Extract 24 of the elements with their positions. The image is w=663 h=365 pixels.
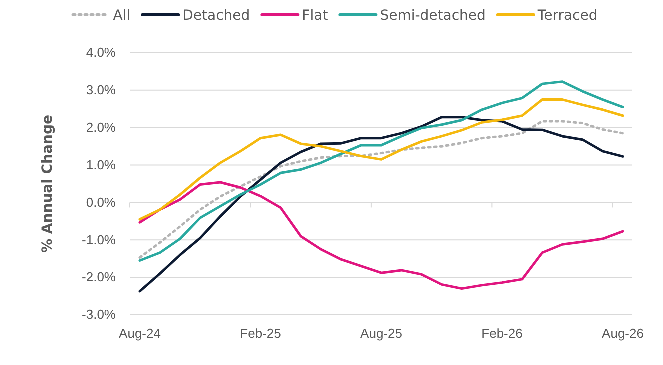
x-tick-label: Aug-25 [360, 326, 402, 342]
x-tick-label: Feb-25 [240, 326, 282, 342]
legend-label: Terraced [536, 8, 598, 24]
x-tick-label: Aug-26 [602, 326, 644, 342]
line-series [138, 98, 624, 221]
y-tick-label: 3.0% [86, 82, 116, 98]
line-series [138, 181, 624, 290]
y-axis-title: % Annual Change [40, 115, 56, 253]
y-tick-label: 2.0% [86, 120, 116, 136]
y-tick-label: -1.0% [82, 232, 116, 248]
y-tick-label: 1.0% [86, 157, 116, 172]
legend-label: Detached [182, 8, 250, 24]
y-tick-label: -2.0% [82, 270, 116, 285]
y-tick-label: 0.0% [86, 194, 116, 210]
line-series [138, 120, 624, 259]
line-series [138, 116, 624, 293]
line-series [138, 80, 624, 262]
legend-label: Flat [302, 8, 329, 24]
y-tick-label: -3.0% [82, 307, 116, 322]
x-tick-label: Aug-24 [119, 326, 161, 342]
y-tick-label: 4.0% [86, 45, 116, 60]
legend-label: All [113, 8, 131, 24]
legend-label: Semi-detached [380, 8, 486, 24]
x-tick-label: Feb-26 [482, 326, 523, 342]
